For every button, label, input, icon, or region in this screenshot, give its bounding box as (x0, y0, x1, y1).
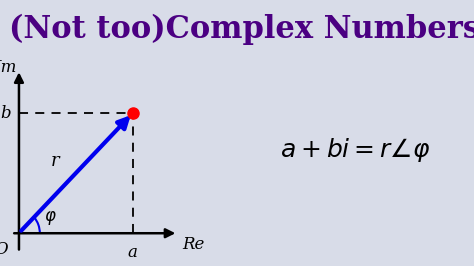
Text: $a + bi = r\angle\varphi$: $a + bi = r\angle\varphi$ (280, 136, 431, 164)
Text: r: r (51, 152, 59, 170)
Text: b: b (0, 105, 10, 122)
Text: Im: Im (0, 59, 17, 76)
Text: Re: Re (182, 236, 204, 253)
Text: a: a (128, 244, 137, 261)
Text: $\varphi$: $\varphi$ (44, 210, 56, 227)
Text: (Not too)Complex Numbers?: (Not too)Complex Numbers? (9, 14, 474, 45)
Text: O: O (0, 242, 8, 259)
